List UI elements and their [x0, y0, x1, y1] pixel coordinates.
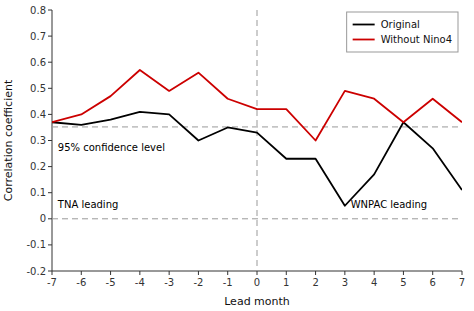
y-tick — [48, 218, 52, 219]
y-tick-label: 0.3 — [30, 135, 46, 146]
annotation: WNPAC leading — [351, 199, 427, 210]
x-tick — [139, 271, 140, 275]
x-tick-label: -3 — [164, 277, 174, 288]
annotation: 95% confidence level — [58, 142, 165, 153]
series-line — [52, 112, 462, 206]
x-tick-label: -6 — [76, 277, 86, 288]
x-tick-label: -1 — [223, 277, 233, 288]
x-tick-label: 2 — [312, 277, 318, 288]
y-tick-label: 0.7 — [30, 31, 46, 42]
y-tick-label: -0.1 — [26, 239, 46, 250]
legend-label: Without Nino4 — [381, 34, 452, 45]
x-tick-label: 5 — [400, 277, 406, 288]
y-axis-label: Correlation coefficient — [2, 79, 15, 201]
x-tick — [374, 271, 375, 275]
x-tick — [257, 271, 258, 275]
reference-line — [52, 218, 462, 219]
legend-box — [347, 12, 458, 52]
y-tick — [48, 140, 52, 141]
x-tick — [344, 271, 345, 275]
legend-swatch — [353, 39, 375, 41]
y-tick — [48, 62, 52, 63]
chart: -0.2 -0.1 0 0.1 0.2 0.3 0.4 0.5 0.6 0.7 0.8 -7 -6 -5 -… — [0, 0, 474, 311]
x-tick-label: -4 — [135, 277, 145, 288]
y-tick — [48, 192, 52, 193]
x-tick-label: 7 — [459, 277, 465, 288]
x-tick-label: 3 — [342, 277, 348, 288]
x-tick — [81, 271, 82, 275]
x-tick — [198, 271, 199, 275]
x-tick — [403, 271, 404, 275]
legend: Original Without Nino4 — [347, 12, 458, 52]
x-tick — [462, 271, 463, 275]
x-tick — [227, 271, 228, 275]
x-tick-label: -7 — [47, 277, 57, 288]
legend-swatch — [353, 24, 375, 26]
x-tick — [286, 271, 287, 275]
y-tick — [48, 271, 52, 272]
x-tick-label: 4 — [371, 277, 377, 288]
y-tick-label: -0.2 — [26, 266, 46, 277]
y-tick — [48, 36, 52, 37]
y-tick — [48, 114, 52, 115]
y-tick — [48, 88, 52, 89]
x-tick-label: 0 — [254, 277, 260, 288]
series-line — [52, 70, 462, 140]
x-tick-label: -2 — [193, 277, 203, 288]
x-tick — [110, 271, 111, 275]
reference-line — [257, 10, 258, 271]
x-tick-label: 1 — [283, 277, 289, 288]
y-tick-label: 0 — [40, 213, 46, 224]
x-tick — [432, 271, 433, 275]
y-tick-label: 0.5 — [30, 83, 46, 94]
annotation: TNA leading — [57, 199, 118, 210]
y-tick-label: 0.1 — [30, 187, 46, 198]
x-axis-label: Lead month — [224, 295, 290, 308]
plot-area — [52, 10, 462, 271]
x-tick — [169, 271, 170, 275]
y-tick-label: 0.6 — [30, 57, 46, 68]
legend-label: Original — [381, 19, 420, 30]
y-tick-label: 0.2 — [30, 161, 46, 172]
x-tick — [315, 271, 316, 275]
background — [0, 0, 474, 311]
x-tick-label: -5 — [106, 277, 116, 288]
y-tick-label: 0.4 — [30, 109, 46, 120]
x-tick-label: 6 — [430, 277, 436, 288]
y-tick-label: 0.8 — [30, 5, 46, 16]
x-tick — [52, 271, 53, 275]
y-tick — [48, 244, 52, 245]
y-tick — [48, 166, 52, 167]
y-tick — [48, 10, 52, 11]
